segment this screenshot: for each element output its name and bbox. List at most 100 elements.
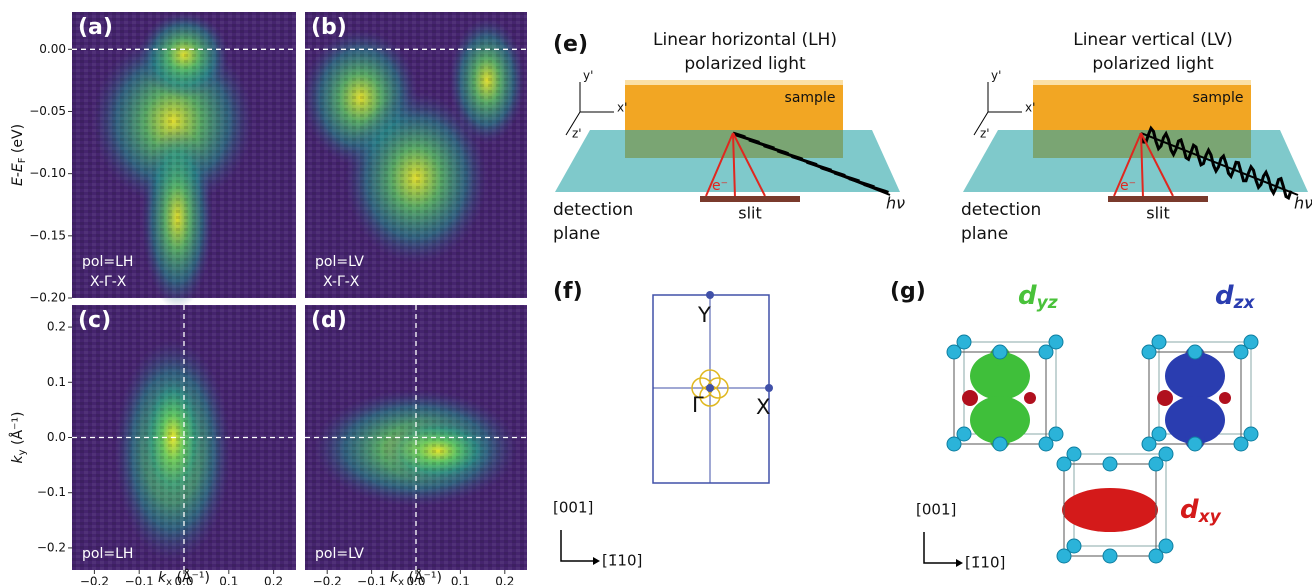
axis-name: z': [980, 127, 990, 141]
heatmap-panel: (b) pol=LV X-Γ-X: [303, 12, 527, 298]
direction-label: [001]: [553, 499, 593, 517]
atom: [957, 427, 971, 441]
arrow-head: [956, 559, 963, 567]
atom: [1157, 390, 1173, 406]
high-symmetry-point: [765, 384, 773, 392]
orbital-label: dyz: [1018, 281, 1058, 314]
panel-label: (e): [553, 32, 588, 57]
atom: [1188, 437, 1202, 451]
axis-name: x': [1025, 101, 1035, 115]
axis-label: kx (Å⁻¹): [158, 569, 210, 585]
atom: [1244, 335, 1258, 349]
atom: [1103, 457, 1117, 471]
atom: [1244, 427, 1258, 441]
atom: [1049, 427, 1063, 441]
x-tick-label: 0.2: [495, 575, 514, 585]
setup-title: Linear vertical (LV): [1073, 30, 1233, 50]
electron-label: e⁻: [1120, 178, 1136, 194]
y-tick-label: −0.10: [29, 166, 66, 180]
axis-name: y': [583, 69, 593, 83]
x-tick-label: 0.1: [451, 575, 470, 585]
x-tick-label: 0.2: [264, 575, 283, 585]
figure: 0.00 −0.05 −0.10 −0.15 −0.20 E-EF (eV) (a) pol=…: [0, 0, 1312, 585]
atom: [1159, 447, 1173, 461]
annotation: pol=LH: [82, 546, 133, 562]
atom: [1049, 335, 1063, 349]
y-tick-label: −0.05: [29, 104, 66, 118]
orbital-lobe: [1062, 488, 1158, 532]
x-tick-label: −0.1: [125, 575, 154, 585]
atom: [1152, 335, 1166, 349]
y-tick-label: −0.1: [37, 485, 66, 499]
high-symmetry-point: [706, 384, 714, 392]
x-tick-label: −0.1: [357, 575, 386, 585]
annotation: pol=LV: [315, 254, 364, 270]
axis-label: E-EF (eV): [10, 124, 28, 186]
high-symmetry-point: [706, 291, 714, 299]
slit: [1108, 196, 1208, 202]
direction-label: [1̄10]: [602, 552, 642, 570]
slit: [700, 196, 800, 202]
plane-label: detection: [553, 200, 633, 220]
panel-label: (g): [890, 279, 926, 304]
setup-diagram: Linear vertical (LV) polarized light sampl…: [961, 30, 1312, 244]
orbital-model: dxy: [1057, 447, 1222, 563]
panel-label: (c): [78, 308, 111, 333]
point-label: X: [756, 395, 770, 419]
y-tick-label: 0.00: [39, 42, 66, 56]
atom: [1219, 392, 1231, 404]
atom: [1188, 345, 1202, 359]
y-tick-label: −0.15: [29, 228, 66, 242]
plane-label: detection: [961, 200, 1041, 220]
axis-name: x': [617, 101, 627, 115]
x-tick-label: −0.2: [80, 575, 109, 585]
setup-title: Linear horizontal (LH): [653, 30, 837, 50]
atom: [1067, 539, 1081, 553]
direction-label: [1̄10]: [965, 554, 1005, 572]
sample-edge: [1033, 80, 1251, 85]
axis-label: ky (Å⁻¹): [9, 412, 28, 464]
axis-name: z': [572, 127, 582, 141]
atom: [1067, 447, 1081, 461]
axis-name: y': [991, 69, 1001, 83]
atom: [1103, 549, 1117, 563]
plane-label: plane: [961, 224, 1008, 244]
photon-label: hν: [1294, 194, 1312, 213]
orbital-label: dxy: [1180, 495, 1222, 528]
annotation: pol=LV: [315, 546, 364, 562]
y-tick-label: −0.2: [37, 540, 66, 554]
annotation: pol=LH: [82, 254, 133, 270]
point-label: Γ: [692, 393, 704, 417]
heatmap-panel: 0.00 −0.05 −0.10 −0.15 −0.20 E-EF (eV) (a) pol=…: [10, 12, 296, 309]
sample-edge: [625, 80, 843, 85]
atom: [957, 335, 971, 349]
y-tick-label: 0.2: [47, 320, 66, 334]
orbital-model: dyz: [947, 281, 1063, 452]
annotation: X-Γ-X: [323, 274, 360, 290]
panel-label: (f): [553, 279, 583, 304]
panel-label: (d): [311, 308, 347, 333]
orbital-label: dzx: [1215, 281, 1256, 314]
slit-label: slit: [1146, 204, 1170, 223]
setup-title: polarized light: [1092, 54, 1214, 74]
sample-label: sample: [1193, 90, 1244, 106]
point-label: Y: [697, 303, 711, 327]
y-tick-label: 0.0: [47, 430, 66, 444]
atom: [962, 390, 978, 406]
atom: [1152, 427, 1166, 441]
setup-title: polarized light: [684, 54, 806, 74]
direction-label: [001]: [916, 501, 956, 519]
photon-label: hν: [886, 194, 905, 213]
atom: [993, 437, 1007, 451]
annotation: X-Γ-X: [90, 274, 127, 290]
atom: [1159, 539, 1173, 553]
y-tick-label: −0.20: [29, 291, 66, 305]
setup-diagram: Linear horizontal (LH)polarized lightsam…: [553, 30, 905, 244]
panel-label: (b): [311, 15, 347, 40]
orbital-model: dzx: [1142, 281, 1258, 452]
slit-label: slit: [738, 204, 762, 223]
axis-label: kx (Å⁻¹): [390, 569, 442, 585]
panel-label: (a): [78, 15, 113, 40]
